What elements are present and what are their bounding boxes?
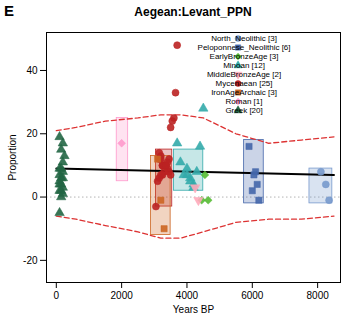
- svg-text:8000: 8000: [307, 290, 330, 301]
- html-text:E: E: [4, 2, 14, 19]
- svg-text:0: 0: [54, 290, 60, 301]
- svg-text:EarlyBronzeAge [3]: EarlyBronzeAge [3]: [210, 52, 279, 61]
- html-text:Aegean:Levant_PPN: Aegean:Levant_PPN: [134, 5, 252, 19]
- svg-text:Proportion: Proportion: [7, 134, 18, 180]
- svg-text:40: 40: [26, 65, 38, 76]
- svg-text:IronAgeArchaic [3]: IronAgeArchaic [3]: [211, 88, 277, 97]
- svg-text:4000: 4000: [176, 290, 199, 301]
- svg-text:Greek [20]: Greek [20]: [225, 106, 262, 115]
- svg-text:-20: -20: [23, 255, 38, 266]
- svg-text:Years BP: Years BP: [173, 304, 215, 315]
- svg-text:0: 0: [32, 191, 38, 202]
- svg-text:Peloponnese_Neolithic [6]: Peloponnese_Neolithic [6]: [198, 43, 291, 52]
- svg-text:Minoan [12]: Minoan [12]: [223, 61, 265, 70]
- svg-text:2000: 2000: [111, 290, 134, 301]
- svg-text:6000: 6000: [241, 290, 264, 301]
- svg-text:North_Neolithic [3]: North_Neolithic [3]: [211, 34, 277, 43]
- svg-text:MiddleBronzeAge [2]: MiddleBronzeAge [2]: [207, 70, 281, 79]
- svg-text:Mycenaean [25]: Mycenaean [25]: [216, 79, 273, 88]
- svg-text:20: 20: [26, 128, 38, 139]
- svg-text:Roman [1]: Roman [1]: [226, 97, 263, 106]
